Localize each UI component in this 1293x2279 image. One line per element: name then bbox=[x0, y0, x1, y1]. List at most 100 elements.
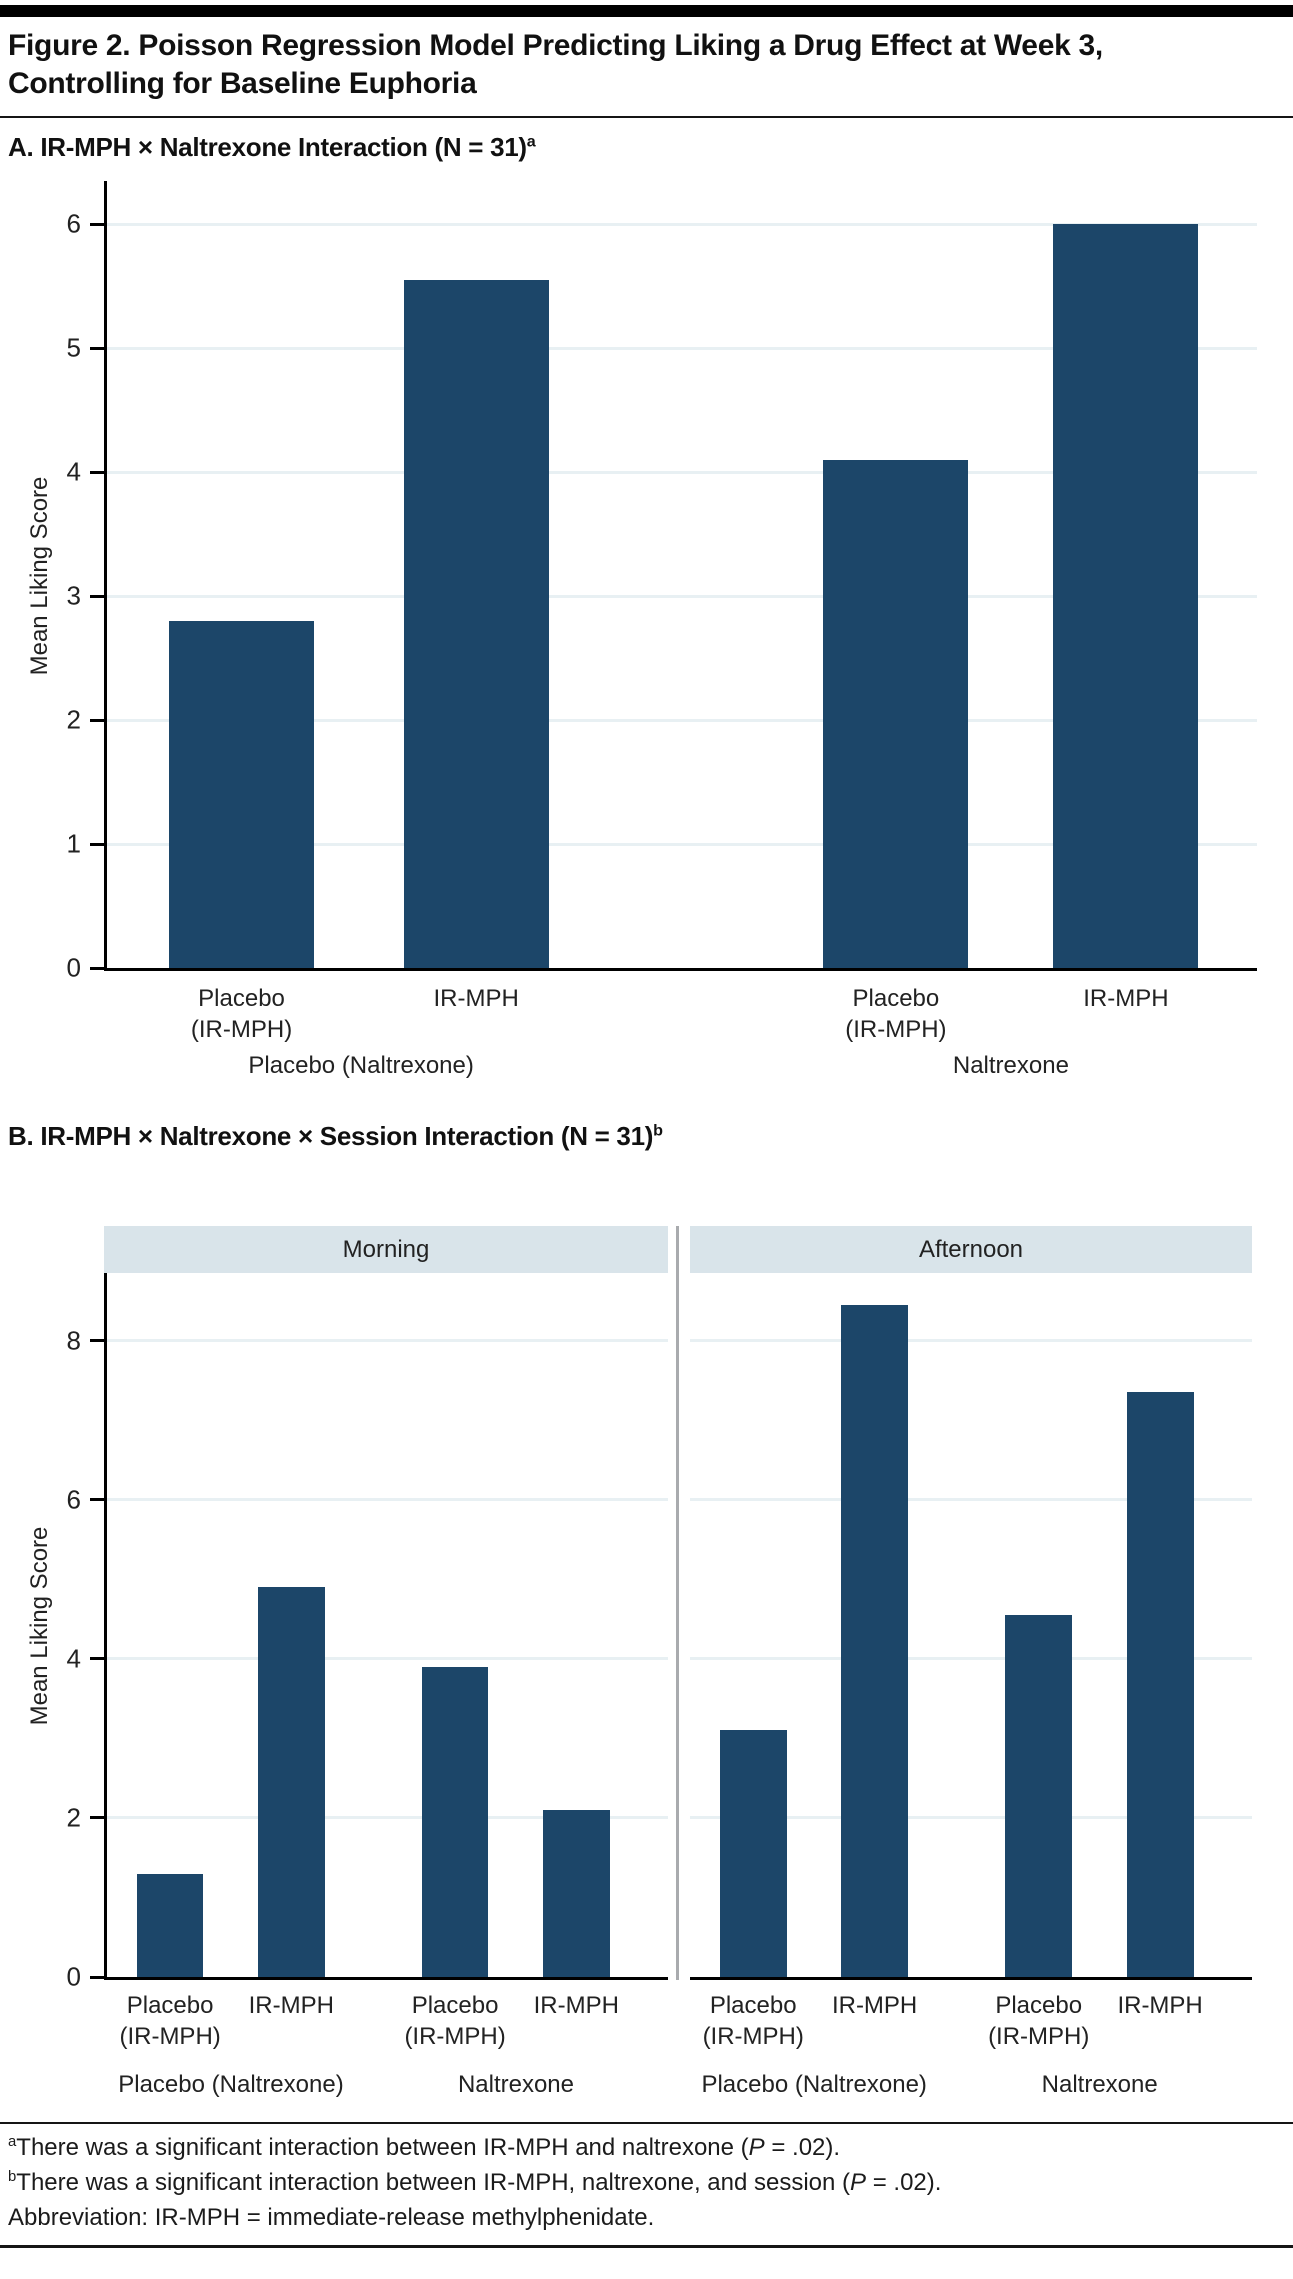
y-tick-label-6: 6 bbox=[66, 208, 81, 239]
footnote-b-superscript: b bbox=[8, 2169, 17, 2186]
x-category-label-ir-mph: IR-MPH bbox=[831, 1992, 918, 2019]
gridline-y-8 bbox=[107, 1339, 668, 1343]
panel-a-heading-text: A. IR-MPH × Naltrexone Interaction (N = … bbox=[8, 132, 527, 162]
bar-placebo-ir-mph-group2 bbox=[823, 459, 969, 968]
y-tick-label-3: 3 bbox=[66, 580, 81, 611]
footnote-b-pvalue-var: P bbox=[850, 2169, 867, 2197]
y-tick-label-8: 8 bbox=[66, 1325, 81, 1356]
x-group-label-naltrexone: Naltrexone bbox=[457, 2071, 574, 2098]
x-group-label-placebo-naltrexone: Placebo (Naltrexone) bbox=[701, 2071, 927, 2098]
footnote-a: aThere was a significant interaction bet… bbox=[8, 2130, 1285, 2165]
gridline-y-4 bbox=[107, 470, 1257, 474]
facet-header-afternoon: Afternoon bbox=[690, 1226, 1252, 1273]
figure-title-line-2: Controlling for Baseline Euphoria bbox=[8, 66, 477, 100]
footnote-a-superscript: a bbox=[8, 2134, 17, 2150]
y-tick-mark-8 bbox=[90, 1339, 104, 1343]
panel-b-heading: B. IR-MPH × Naltrexone × Session Interac… bbox=[0, 1121, 1293, 1152]
gridline-y-6 bbox=[107, 1498, 668, 1502]
panel-a-chart: Mean Liking Score 0 1 2 3 4 5 6 Placebo (IR-MPH… bbox=[0, 167, 1293, 1107]
x-group-label-naltrexone: Naltrexone bbox=[952, 1052, 1069, 1079]
gridline-y-1 bbox=[107, 842, 1257, 846]
y-tick-label-0: 0 bbox=[66, 952, 81, 983]
x-category-label-placebo-ir-mph: Placebo (IR-MPH) bbox=[119, 1992, 221, 2050]
panel-b-heading-text: B. IR-MPH × Naltrexone × Session Interac… bbox=[8, 1121, 654, 1151]
bar-ir-mph-group2 bbox=[1126, 1392, 1194, 1977]
y-tick-mark-4 bbox=[90, 470, 104, 474]
y-tick-mark-0 bbox=[90, 966, 104, 970]
gridline-y-2 bbox=[690, 1816, 1252, 1820]
panel-a-y-axis-label: Mean Liking Score bbox=[26, 476, 53, 676]
panel-a-heading-superscript: a bbox=[526, 132, 536, 151]
facet-divider-line bbox=[676, 1226, 679, 1980]
x-category-label-placebo-ir-mph: Placebo (IR-MPH) bbox=[702, 1992, 804, 2050]
panel-a-plot-area: 0 1 2 3 4 5 6 Placebo (IR-MPH) IR-MPH Placebo (IR… bbox=[67, 181, 1257, 1079]
y-tick-mark-0 bbox=[90, 1975, 104, 1979]
bar-placebo-ir-mph-group1 bbox=[136, 1873, 204, 1977]
facet-header-morning: Morning bbox=[104, 1226, 668, 1273]
footnote-a-text-end: = .02). bbox=[764, 2134, 841, 2161]
bar-ir-mph-group2 bbox=[542, 1809, 610, 1977]
y-tick-label-4: 4 bbox=[66, 1643, 81, 1674]
facet-morning-plot-area: 0 2 4 6 8 Placebo (IR-MPH) IR-MPH Placebo (IR-M… bbox=[67, 1273, 668, 2098]
gridline-y-8 bbox=[690, 1339, 1252, 1343]
x-category-label-ir-mph: IR-MPH bbox=[1117, 1992, 1203, 2019]
figure-title: Figure 2. Poisson Regression Model Predi… bbox=[0, 27, 1293, 102]
gridline-y-4 bbox=[690, 1657, 1252, 1661]
panel-b-y-axis-label: Mean Liking Score bbox=[26, 1526, 53, 1726]
footnotes: aThere was a significant interaction bet… bbox=[0, 2124, 1293, 2235]
y-tick-label-5: 5 bbox=[66, 332, 81, 363]
footnote-b-text-end: = .02). bbox=[866, 2169, 942, 2197]
gridline-y-2 bbox=[107, 1816, 668, 1820]
x-group-label-placebo-naltrexone: Placebo (Naltrexone) bbox=[248, 1052, 474, 1079]
y-tick-label-4: 4 bbox=[66, 456, 81, 487]
y-tick-mark-2 bbox=[90, 1816, 104, 1820]
footnote-b: bThere was a significant interaction bet… bbox=[8, 2165, 1285, 2200]
panel-b-heading-superscript: b bbox=[653, 1121, 663, 1140]
y-tick-mark-6 bbox=[90, 222, 104, 226]
bar-placebo-ir-mph-group2 bbox=[1005, 1615, 1073, 1977]
footnote-a-text: There was a significant interaction betw… bbox=[16, 2134, 749, 2161]
y-tick-mark-2 bbox=[90, 718, 104, 722]
bar-placebo-ir-mph-group1 bbox=[719, 1730, 787, 1977]
bar-ir-mph-group1 bbox=[403, 280, 549, 968]
bottom-rule bbox=[0, 2245, 1293, 2249]
gridline-y-3 bbox=[107, 594, 1257, 598]
title-divider bbox=[0, 116, 1293, 118]
y-tick-label-2: 2 bbox=[66, 704, 81, 735]
bar-ir-mph-group1 bbox=[257, 1587, 325, 1977]
x-category-label-ir-mph: IR-MPH bbox=[248, 1992, 334, 2019]
y-tick-mark-3 bbox=[90, 594, 104, 598]
y-tick-label-1: 1 bbox=[66, 828, 81, 859]
y-tick-mark-4 bbox=[90, 1657, 104, 1661]
bar-ir-mph-group1 bbox=[841, 1304, 909, 1977]
footnote-divider bbox=[0, 2122, 1293, 2124]
bar-placebo-ir-mph-group1 bbox=[169, 620, 314, 968]
footnote-abbreviation: Abbreviation: IR-MPH = immediate-release… bbox=[8, 2204, 655, 2232]
y-tick-label-0: 0 bbox=[66, 1961, 81, 1992]
bar-ir-mph-group2 bbox=[1053, 224, 1199, 968]
y-tick-label-6: 6 bbox=[66, 1484, 81, 1515]
gridline-y-4 bbox=[107, 1657, 668, 1661]
y-tick-mark-5 bbox=[90, 346, 104, 350]
footnote-a-pvalue-var: P bbox=[748, 2134, 765, 2161]
x-group-label-placebo-naltrexone: Placebo (Naltrexone) bbox=[118, 2071, 344, 2098]
gridline-y-5 bbox=[107, 346, 1257, 350]
figure-title-line-1: Figure 2. Poisson Regression Model Predi… bbox=[8, 29, 1103, 62]
x-category-label-placebo-ir-mph: Placebo (IR-MPH) bbox=[845, 985, 947, 1043]
gridline-y-6 bbox=[107, 222, 1257, 226]
y-tick-label-2: 2 bbox=[66, 1802, 81, 1833]
x-category-label-placebo-ir-mph: Placebo (IR-MPH) bbox=[404, 1992, 506, 2050]
facet-afternoon-plot-area: Placebo (IR-MPH) IR-MPH Placebo (IR-MPH) IR… bbox=[690, 1273, 1252, 2098]
gridline-y-2 bbox=[107, 718, 1257, 722]
x-category-label-placebo-ir-mph: Placebo (IR-MPH) bbox=[988, 1992, 1090, 2050]
y-tick-mark-6 bbox=[90, 1498, 104, 1502]
x-category-label-ir-mph: IR-MPH bbox=[1083, 985, 1169, 1012]
top-rule-thick bbox=[0, 5, 1293, 17]
x-category-label-placebo-ir-mph: Placebo (IR-MPH) bbox=[190, 985, 293, 1043]
facet-header-afternoon-label: Afternoon bbox=[918, 1235, 1024, 1263]
footnote-b-text: There was a significant interaction betw… bbox=[16, 2169, 851, 2197]
panel-b-chart: Mean Liking Score Morning Afternoon 0 2 4 6… bbox=[0, 1226, 1293, 2106]
figure-2: Figure 2. Poisson Regression Model Predi… bbox=[0, 5, 1293, 2249]
bar-placebo-ir-mph-group2 bbox=[421, 1666, 489, 1977]
y-tick-mark-1 bbox=[90, 842, 104, 846]
